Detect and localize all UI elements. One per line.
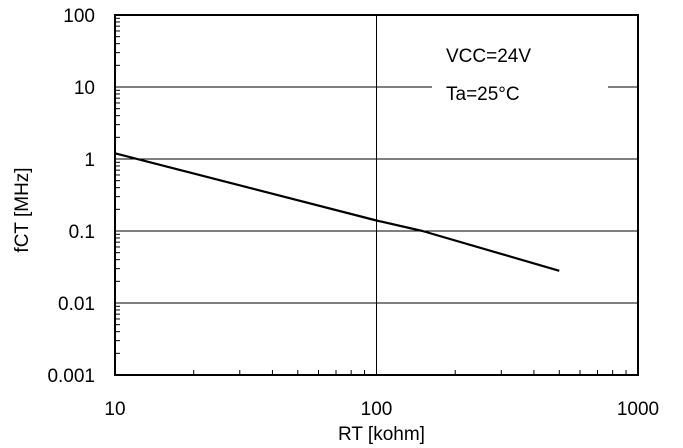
y-tick-label: 0.01: [58, 294, 95, 315]
tick-labels: 0.001 0.01 0.1 1 10 100 10 100 1000: [47, 6, 659, 420]
y-tick-label: 0.001: [47, 366, 95, 387]
annotation-layer: VCC=24V Ta=25°C: [432, 42, 608, 108]
y-axis-label: fCT [MHz]: [12, 167, 33, 252]
y-tick-label: 100: [63, 6, 95, 27]
plot-frame: [114, 14, 639, 376]
y-tick-label: 1: [84, 150, 95, 171]
x-axis-label: RT [kohm]: [338, 424, 425, 445]
annotation-background: [432, 42, 608, 70]
annotation-background: [432, 80, 608, 108]
x-tick-label: 100: [361, 399, 393, 420]
series-line: [114, 152, 560, 272]
x-tick-label: 10: [104, 399, 125, 420]
minor-ticks: [115, 17, 627, 375]
series-layer: [114, 152, 560, 272]
annotation-text: Ta=25°C: [446, 84, 520, 105]
x-tick-label: 1000: [617, 399, 659, 420]
y-tick-label: 0.1: [69, 222, 95, 243]
y-tick-label: 10: [74, 78, 95, 99]
annotation-text: VCC=24V: [446, 46, 531, 67]
